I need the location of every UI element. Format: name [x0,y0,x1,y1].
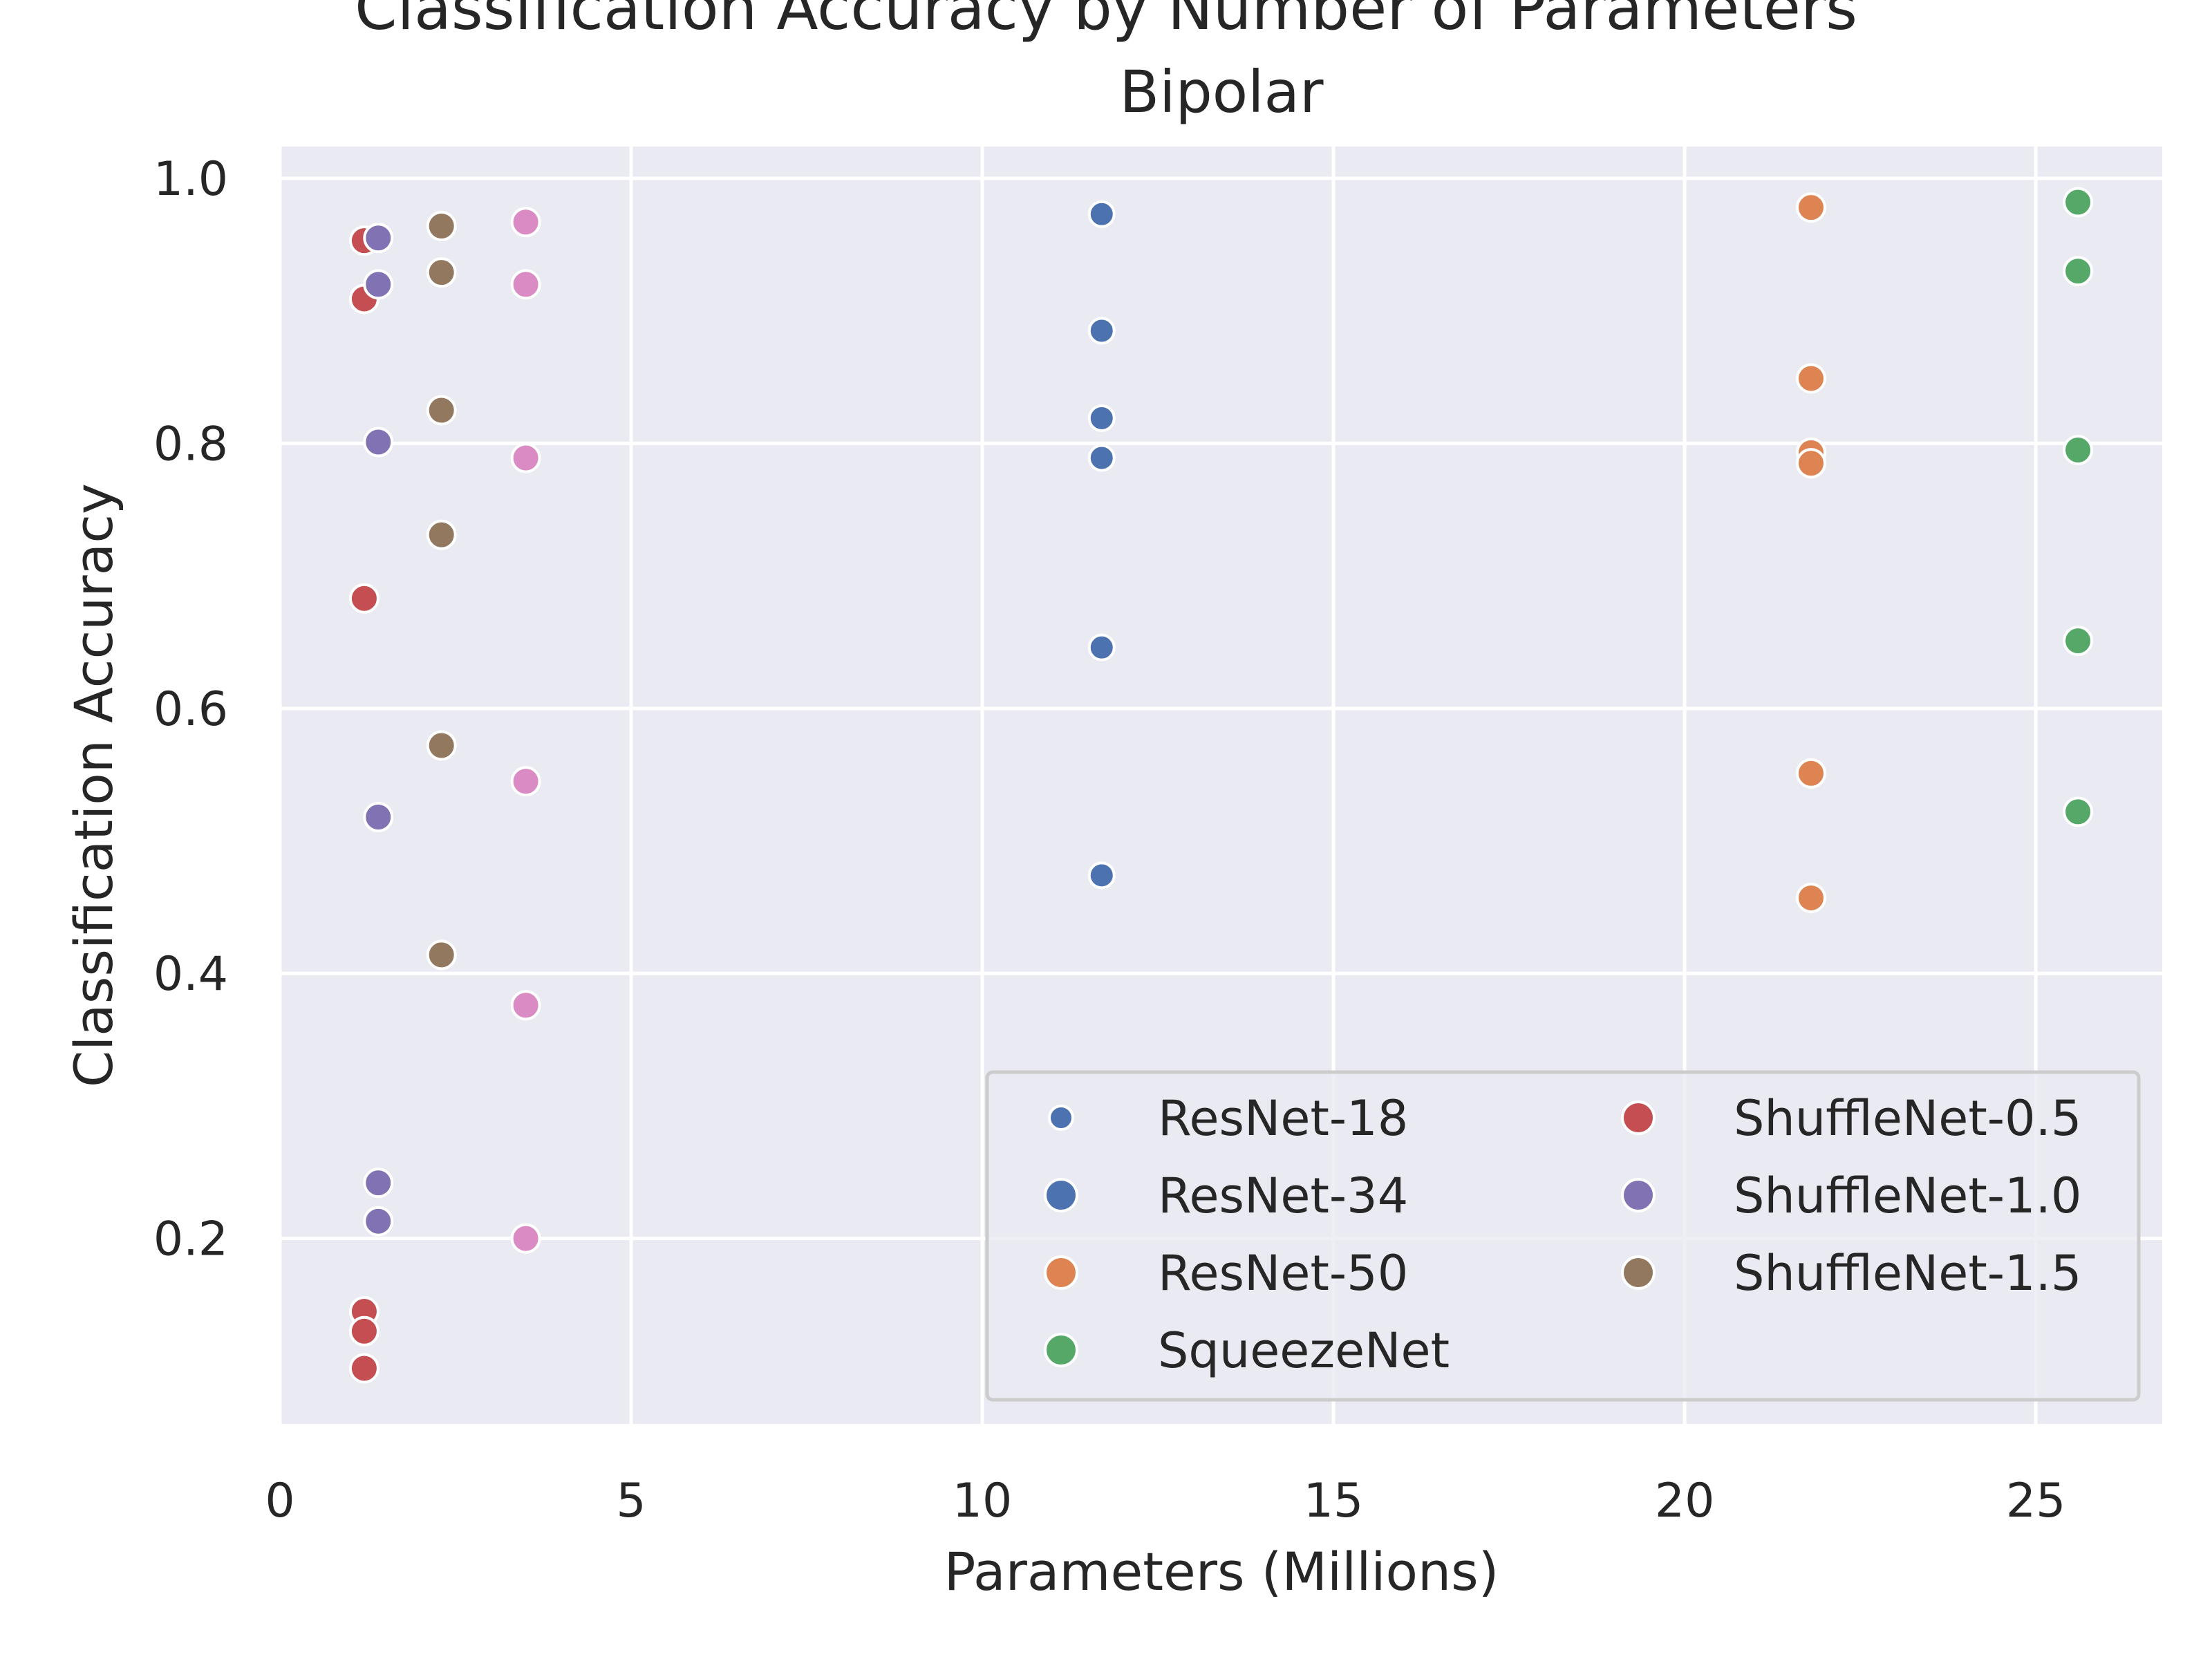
y-tick-labels: 0.2 0.4 0.6 0.8 1.0 [153,152,228,1267]
legend-marker [1621,1255,1656,1290]
legend-marker [1048,1105,1074,1131]
y-tick-label: 1.0 [153,152,228,207]
scatter-point [426,519,457,550]
scatter-point [363,427,394,458]
legend: ResNet-18 ResNet-34 ResNet-50 SqueezeNet Shu… [985,1070,2141,1402]
legend-marker [1044,1255,1078,1290]
scatter-point [1795,882,1826,913]
scatter-point [510,207,541,238]
legend-marker [1621,1100,1656,1135]
legend-marker [1044,1333,1078,1367]
scatter-point [348,1353,379,1384]
scatter-point [426,939,457,971]
scatter-point [363,802,394,833]
scatter-point [426,211,457,242]
scatter-point [1087,633,1116,662]
grid-lines [278,147,2162,1424]
data-points [348,187,2094,1384]
legend-label: ShuffleNet-0.5 [1734,1090,2081,1147]
scatter-point [510,442,541,474]
x-axis-label: Parameters (Millions) [944,1541,1499,1602]
legend-marker [1621,1178,1656,1212]
legend-label: ResNet-50 [1158,1245,1408,1302]
y-axis-label: Classification Accuracy [63,483,124,1087]
scatter-point [363,1206,394,1237]
y-tick-label: 0.4 [153,947,228,1002]
scatter-point [510,269,541,300]
y-tick-label: 0.8 [153,417,228,471]
x-tick-label: 15 [1304,1474,1364,1528]
x-tick-label: 10 [953,1474,1013,1528]
scatter-point [1795,363,1826,394]
legend-box [985,1070,2141,1402]
scatter-point [2063,187,2094,218]
scatter-point [1087,404,1116,432]
scatter-point [2063,626,2094,657]
legend-label: ShuffleNet-1.5 [1734,1245,2081,1302]
scatter-point [1087,444,1116,472]
scatter-point [426,257,457,288]
scatter-point [363,223,394,254]
chart-suptitle: Classification Accuracy by Number of Par… [355,0,1857,44]
y-tick-label: 0.2 [153,1212,228,1267]
legend-label: ShuffleNet-1.0 [1734,1168,2081,1224]
scatter-point [2063,434,2094,465]
scatter-point [1087,317,1116,345]
legend-label: SqueezeNet [1158,1322,1450,1379]
x-tick-label: 0 [265,1474,294,1528]
scatter-point [426,730,457,761]
x-tick-labels: 0 5 10 15 20 25 [265,1474,2065,1528]
scatter-point [426,395,457,426]
x-tick-label: 5 [616,1474,646,1528]
scatter-point [348,583,379,614]
legend-label: ResNet-34 [1158,1168,1408,1224]
scatter-point [510,990,541,1021]
scatter-point [1087,200,1116,228]
y-tick-label: 0.6 [153,682,228,737]
legend-label: ResNet-18 [1158,1090,1408,1147]
scatter-point [363,269,394,300]
scatter-point [363,1168,394,1199]
legend-marker [1044,1178,1078,1212]
scatter-point [2063,796,2094,827]
x-tick-label: 20 [1655,1474,1715,1528]
x-tick-label: 25 [2006,1474,2066,1528]
scatter-point [2063,256,2094,287]
scatter-point [510,1223,541,1254]
scatter-point [1795,758,1826,789]
chart-title: Bipolar [1119,58,1323,126]
scatter-point [1795,192,1826,223]
scatter-point [348,1315,379,1347]
scatter-point [1795,448,1826,479]
legend-items: ResNet-18 ResNet-34 ResNet-50 SqueezeNet Shu… [1044,1090,2081,1379]
scatter-point [510,766,541,797]
scatter-point [1087,861,1116,890]
